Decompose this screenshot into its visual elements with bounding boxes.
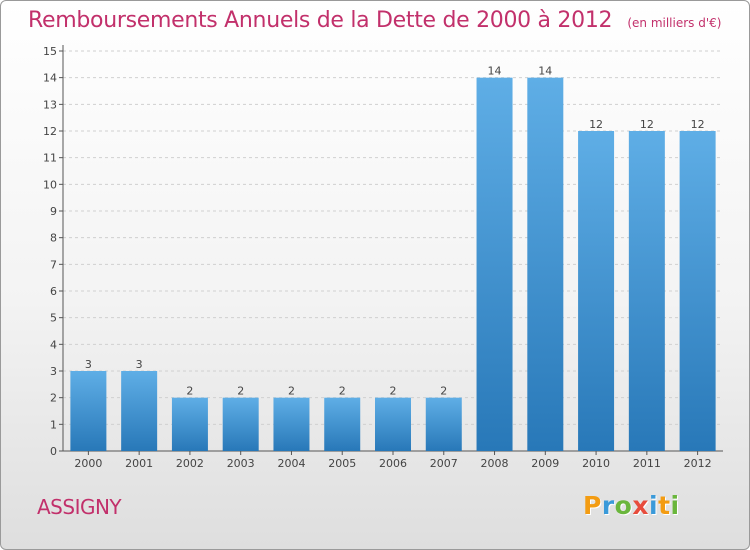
chart-subtitle: (en milliers d'€) <box>627 16 722 30</box>
bar <box>628 131 665 451</box>
bar-value-label: 2 <box>288 385 295 398</box>
logo-letter-1: P <box>583 491 602 520</box>
logo-letter-3: o <box>614 491 633 520</box>
y-tick-label: 9 <box>50 205 57 218</box>
bar <box>273 397 310 451</box>
y-tick-label: 5 <box>50 312 57 325</box>
chart-header: Remboursements Annuels de la Dette de 20… <box>28 8 721 33</box>
y-tick-label: 13 <box>43 98 57 111</box>
bar-value-label: 14 <box>488 65 502 78</box>
commune-name: ASSIGNY <box>37 495 122 519</box>
bar <box>679 131 716 451</box>
x-tick-label: 2006 <box>379 457 407 470</box>
logo-letter-7: i <box>670 491 680 520</box>
logo-letter-5: i <box>649 491 659 520</box>
proxiti-logo: Proxiti <box>583 491 680 520</box>
y-tick-label: 4 <box>50 338 57 351</box>
y-tick-label: 10 <box>43 178 57 191</box>
bar-value-label: 14 <box>538 65 552 78</box>
bar-value-label: 2 <box>186 385 193 398</box>
bar-value-label: 12 <box>691 118 705 131</box>
logo-letter-4: x <box>632 491 649 520</box>
bar-value-label: 2 <box>440 385 447 398</box>
x-tick-label: 2008 <box>481 457 509 470</box>
y-tick-label: 0 <box>50 445 57 458</box>
y-tick-label: 6 <box>50 285 57 298</box>
bar <box>324 397 361 451</box>
bar <box>121 371 158 451</box>
y-tick-label: 3 <box>50 365 57 378</box>
bar <box>222 397 259 451</box>
bar <box>476 77 513 452</box>
y-tick-label: 11 <box>43 152 57 165</box>
x-tick-label: 2010 <box>582 457 610 470</box>
y-tick-label: 2 <box>50 392 57 405</box>
y-tick-label: 12 <box>43 125 57 138</box>
bar <box>425 397 462 451</box>
bar <box>171 397 208 451</box>
x-tick-label: 2001 <box>125 457 153 470</box>
x-tick-label: 2002 <box>176 457 204 470</box>
x-tick-label: 2003 <box>227 457 255 470</box>
bar-value-label: 3 <box>85 358 92 371</box>
bar-value-label: 12 <box>640 118 654 131</box>
bar-value-label: 2 <box>339 385 346 398</box>
bar-value-label: 2 <box>390 385 397 398</box>
bar <box>578 131 615 451</box>
x-tick-label: 2009 <box>531 457 559 470</box>
x-tick-label: 2007 <box>430 457 458 470</box>
bar <box>527 77 564 452</box>
bar-value-label: 3 <box>136 358 143 371</box>
bar <box>70 371 107 451</box>
bar-value-label: 12 <box>589 118 603 131</box>
x-tick-label: 2005 <box>328 457 356 470</box>
y-tick-label: 1 <box>50 418 57 431</box>
y-tick-label: 8 <box>50 232 57 245</box>
x-tick-label: 2011 <box>633 457 661 470</box>
chart-title: Remboursements Annuels de la Dette de 20… <box>28 8 613 33</box>
bar <box>375 397 411 451</box>
x-tick-label: 2004 <box>277 457 305 470</box>
y-tick-label: 7 <box>50 258 57 271</box>
y-tick-label: 14 <box>43 72 57 85</box>
logo-letter-2: r <box>601 491 615 520</box>
x-tick-label: 2012 <box>684 457 712 470</box>
logo-letter-6: t <box>658 491 671 520</box>
y-tick-label: 15 <box>43 45 57 58</box>
bar-value-label: 2 <box>237 385 244 398</box>
x-tick-label: 2000 <box>74 457 102 470</box>
